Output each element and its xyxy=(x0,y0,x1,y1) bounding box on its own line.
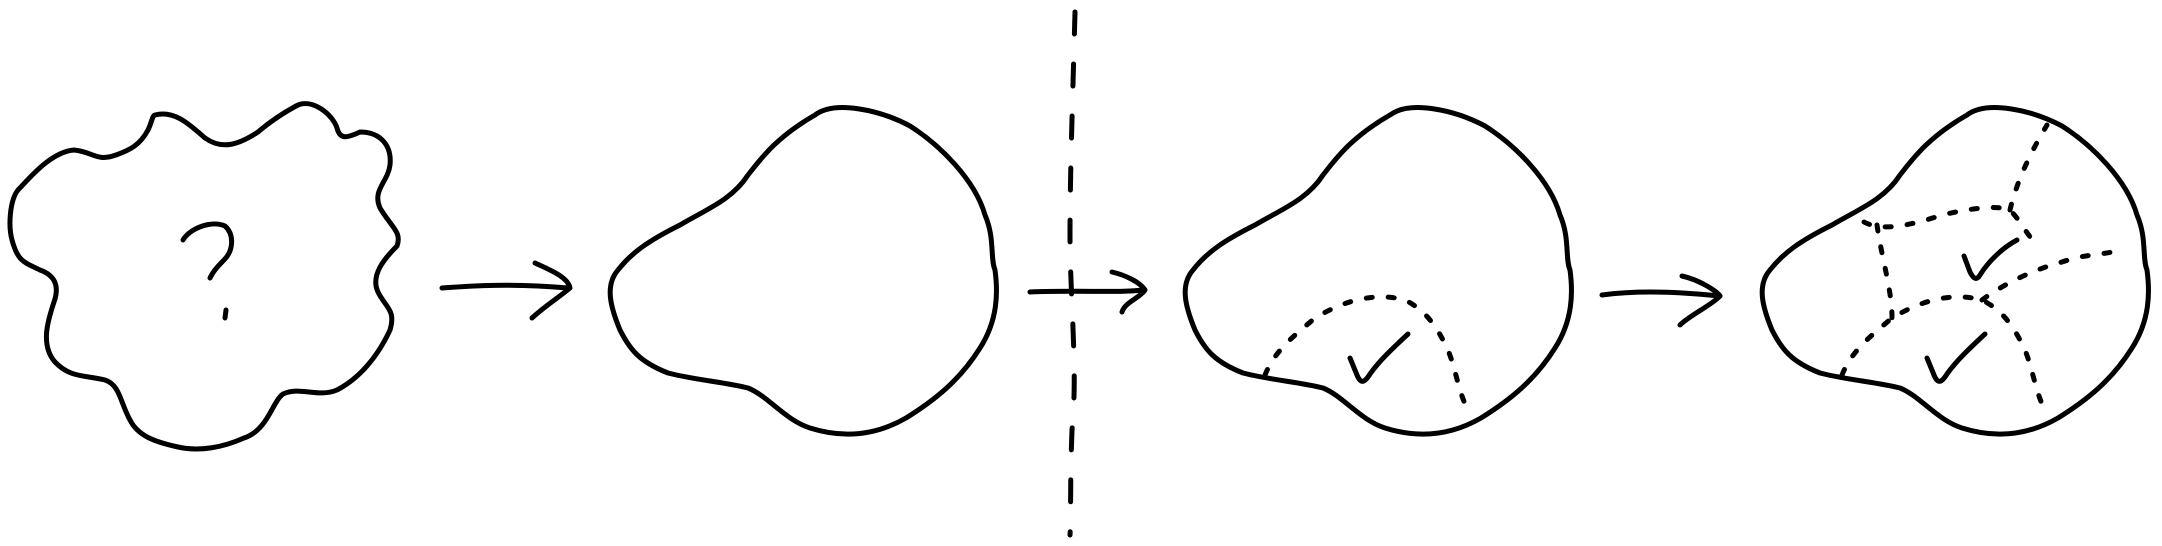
unknown-shape xyxy=(7,101,401,452)
question-mark-icon xyxy=(180,221,235,281)
dashed-divider xyxy=(1067,9,1078,538)
dotted-boundary-top xyxy=(1861,205,2040,248)
wavy-blob-outline xyxy=(7,101,401,452)
question-dot xyxy=(222,307,229,321)
dotted-boundary-lower xyxy=(1839,294,2048,413)
arrow-3 xyxy=(1599,273,1723,328)
checkmark-icon xyxy=(1347,331,1411,384)
arrow-head xyxy=(1109,269,1148,315)
smooth-blob-outline xyxy=(607,105,999,437)
dotted-boundary-vertical xyxy=(1874,222,1895,321)
multi-covered-shape xyxy=(1762,108,2148,434)
arrow-1 xyxy=(439,260,573,321)
arrow-shaft xyxy=(1599,289,1723,299)
arrow-shaft xyxy=(439,282,571,291)
smoothed-shape xyxy=(607,105,999,437)
dotted-boundary-upper-right xyxy=(2007,122,2050,213)
checkmark-icon xyxy=(1961,237,2020,281)
checkmark-icon xyxy=(1924,331,1988,384)
covered-shape xyxy=(1185,108,1571,434)
arrow-2 xyxy=(1027,269,1148,315)
dotted-region-boundary xyxy=(1262,294,1471,413)
arrow-head xyxy=(529,260,573,321)
arrow-head xyxy=(1677,273,1723,328)
dotted-boundary-diagonal xyxy=(1979,249,2115,303)
smooth-blob-outline xyxy=(1762,108,2148,434)
smooth-blob-outline xyxy=(1185,108,1571,434)
arrow-shaft xyxy=(1027,287,1145,295)
